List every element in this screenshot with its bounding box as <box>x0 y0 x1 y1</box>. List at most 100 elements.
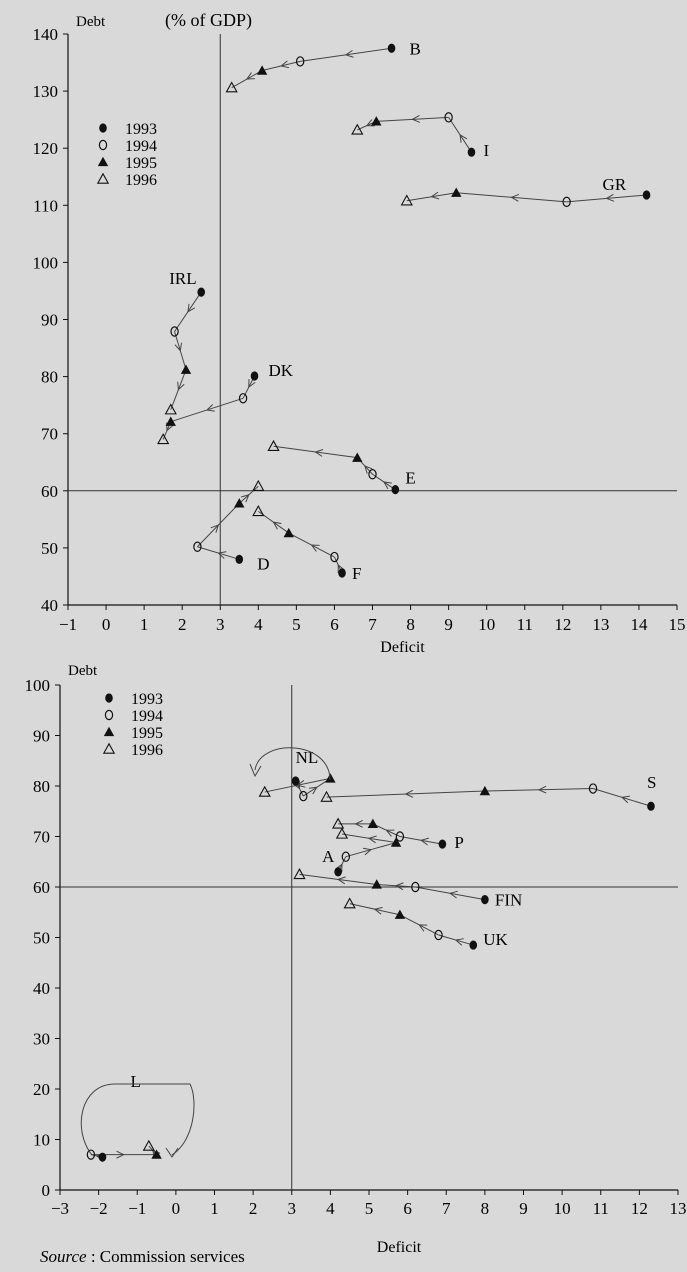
nl-loop-arrowhead <box>249 763 262 778</box>
point-E-1995 <box>352 452 363 462</box>
l-loop-arrow <box>80 1083 195 1156</box>
series-F-arrow-head <box>337 563 345 574</box>
series-FIN-arrow-head <box>394 882 404 891</box>
legend-marker-1993 <box>99 123 107 133</box>
point-E-1996 <box>267 439 280 451</box>
series-label-P: P <box>454 833 463 852</box>
series-label-GR: GR <box>603 175 627 194</box>
series-E-arrow-head <box>364 465 373 474</box>
point-S-1996 <box>320 790 333 802</box>
legend-marker-1994 <box>104 709 114 721</box>
x-tick-label: 5 <box>365 1199 374 1218</box>
x-tick-label: 9 <box>444 615 453 634</box>
series-label-A: A <box>322 847 335 866</box>
series-GR-arrow-head <box>430 191 440 200</box>
y-tick-label: 140 <box>33 25 59 44</box>
x-tick-label: 14 <box>630 615 648 634</box>
x-tick-label: 0 <box>102 615 111 634</box>
point-IRL-1993 <box>197 287 206 297</box>
y-tick-label: 90 <box>33 727 50 746</box>
point-B-1993 <box>387 43 396 53</box>
x-tick-label: 2 <box>249 1199 258 1218</box>
legend-marker-1995 <box>97 156 109 167</box>
series-P-arrow-head <box>354 819 363 828</box>
point-B-1996 <box>225 81 238 93</box>
x-tick-label: 8 <box>406 615 415 634</box>
series-B-arrow-head <box>245 72 255 80</box>
point-P-1996 <box>331 817 345 829</box>
series-label-L: L <box>130 1072 140 1091</box>
x-tick-label: −1 <box>128 1199 146 1218</box>
y-tick-label: 60 <box>41 482 58 501</box>
series-UK-arrow-head <box>418 924 428 932</box>
series-IRL-arrow-head <box>187 303 196 313</box>
series-E-arrow-head <box>314 449 324 457</box>
point-IRL-1995 <box>180 364 192 374</box>
point-D-1994 <box>193 541 202 552</box>
series-A-arrow-head <box>362 847 373 856</box>
legend-label-1993: 1993 <box>131 691 163 708</box>
x-tick-label: 8 <box>481 1199 490 1218</box>
legend-marker-1996 <box>96 172 110 184</box>
y-tick-label: 10 <box>33 1131 50 1150</box>
legend-marker-1995 <box>103 726 115 737</box>
point-E-1994 <box>368 469 377 480</box>
x-tick-label: 2 <box>178 615 187 634</box>
point-I-1994 <box>444 112 453 123</box>
point-A-1993 <box>334 867 342 877</box>
point-A-1995 <box>390 837 402 847</box>
series-D-arrow-head <box>210 524 220 533</box>
series-FIN-arrow-head <box>448 890 458 899</box>
point-UK-1993 <box>469 940 478 950</box>
y-tick-label: 40 <box>33 979 50 998</box>
point-DK-1994 <box>238 393 248 404</box>
point-S-1994 <box>588 783 598 794</box>
point-IRL-1994 <box>170 326 179 337</box>
point-I-1993 <box>467 147 476 157</box>
legend-label-1994: 1994 <box>125 138 157 155</box>
point-FIN-1994 <box>411 881 420 893</box>
point-DK-1993 <box>250 371 259 381</box>
x-tick-label: 6 <box>330 615 339 634</box>
legend-label-1995: 1995 <box>131 725 163 742</box>
point-GR-1993 <box>642 190 651 200</box>
x-tick-label: −3 <box>51 1199 69 1218</box>
x-tick-label: 13 <box>670 1199 687 1218</box>
series-B-arrow-head <box>344 49 354 58</box>
series-label-S: S <box>647 773 656 792</box>
x-tick-label: 7 <box>368 615 377 634</box>
point-FIN-1993 <box>481 895 489 905</box>
y-tick-label: 60 <box>33 878 50 897</box>
series-I-arrow-head <box>459 133 468 143</box>
y-tick-label: 90 <box>41 311 58 330</box>
series-label-DK: DK <box>269 361 294 380</box>
legend-label-1993: 1993 <box>125 121 157 138</box>
y-tick-label: 40 <box>41 596 58 615</box>
y-tick-label: 130 <box>33 82 59 101</box>
point-L-1993 <box>98 1152 107 1162</box>
x-tick-label: 12 <box>554 615 571 634</box>
point-UK-1996 <box>343 897 356 909</box>
y-tick-label: 30 <box>33 1030 50 1049</box>
point-B-1994 <box>295 56 305 67</box>
legend-label-1994: 1994 <box>131 708 163 725</box>
series-DK-arrow-head <box>248 379 256 389</box>
x-tick-label: 13 <box>592 615 609 634</box>
point-FIN-1995 <box>371 879 382 889</box>
y-tick-label: 100 <box>33 253 59 272</box>
point-I-1996 <box>351 123 364 135</box>
series-F-arrow-head <box>272 521 282 530</box>
y-tick-label: 70 <box>41 425 58 444</box>
point-S-1993 <box>647 801 655 811</box>
series-B-arrow-head <box>280 60 290 69</box>
x-tick-label: 12 <box>631 1199 648 1218</box>
series-label-I: I <box>483 141 489 160</box>
point-IRL-1996 <box>164 403 177 415</box>
series-NL-arrow-head <box>296 779 306 788</box>
series-P-arrow-head <box>420 837 429 846</box>
x-tick-label: −2 <box>90 1199 108 1218</box>
point-GR-1994 <box>562 196 571 208</box>
